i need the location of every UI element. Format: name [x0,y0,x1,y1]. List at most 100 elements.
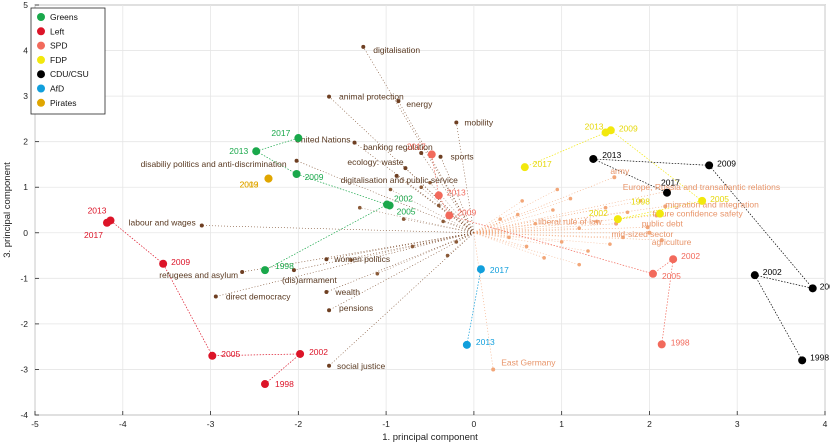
topic-label: (dis)armament [282,275,337,285]
party-year-label: 2013 [447,187,466,197]
x-tick-label: -1 [382,419,390,429]
topic-ray [443,221,474,234]
topic-ray [398,100,475,233]
party-year-label: 2013 [240,180,259,190]
topic-ray [473,190,669,234]
party-year-label: 2013 [88,205,107,215]
party-chain-segment [754,274,813,289]
topic-ray [473,232,494,370]
party-chain-segment [256,137,299,152]
x-tick-label: 0 [472,419,477,429]
topic-dot [551,208,555,212]
topic-ray [473,232,580,265]
topic-dot [542,256,546,260]
party-year-label: 1998 [275,379,294,389]
topic-dot [559,240,564,244]
topic-ray [377,232,475,275]
party-year-label: 2005 [397,206,416,216]
topic-dot [419,151,424,156]
party-chain-segment [431,154,440,196]
x-axis-title: 1. principal component [382,432,478,443]
party-labels: 1998200220052009201320171998200220052009… [84,122,830,389]
topic-ray [473,211,628,234]
topic-label: United Nations [295,135,351,145]
party-point [520,163,529,172]
y-tick-label: 4 [23,46,28,56]
topic-label: army [610,166,630,176]
party-year-label: 2005 [710,194,729,204]
party-point [434,191,443,200]
topic-dot [213,294,218,299]
party-year-label: 2017 [490,265,509,275]
party-year-label: 2005 [662,271,681,281]
topic-dot [533,221,538,226]
party-chain-segment [264,204,388,271]
x-tick-label: -4 [119,419,127,429]
topic-label: pensions [339,303,373,313]
topic-label: public debt [642,218,684,228]
legend: Greens Left SPD FDP CDU/CSU AfD Pirates [30,7,106,115]
topic-dot [586,249,590,253]
topic-dot [324,257,329,262]
topic-dot [491,367,496,372]
x-tick-label: -3 [207,419,215,429]
y-tick-label: -4 [20,410,28,420]
topic-ray [473,232,545,259]
party-point [252,147,261,156]
topic-dot [327,308,332,313]
x-tick-label: -2 [295,419,303,429]
topic-label: Europe, Russia and transatlantic relatio… [623,182,780,192]
topic-label: agriculture [652,237,692,247]
topic-dot [410,244,415,249]
topic-dot [291,268,296,273]
x-tick-label: 1 [559,419,564,429]
topic-ray [473,232,662,241]
topic-ray [242,232,474,273]
party-year-label: 2013 [585,122,604,132]
topic-ray [473,176,615,234]
topic-dot [498,217,503,221]
party-point [159,259,168,268]
topic-label: migration and integration [665,199,759,209]
grid [34,4,826,416]
topic-ray [473,227,648,234]
topic-dot [438,154,443,159]
legend-label: CDU/CSU [50,69,89,79]
legend-label: Left [50,26,65,36]
topic-dot [507,235,511,240]
party-year-label: 2005 [820,281,830,291]
topic-dot [294,158,299,163]
x-tick-label: 3 [735,419,740,429]
party-point [476,265,485,274]
topic-ray [473,198,571,234]
party-year-label: 2009 [240,180,259,190]
topic-ray [296,160,475,234]
y-tick-label: 1 [23,182,28,192]
legend-marker [37,27,45,36]
party-point [296,349,305,358]
legend-label: Pirates [50,98,76,108]
topic-label: social justice [337,361,385,371]
topic-ray [326,232,475,293]
party-year-label: 2002 [681,251,700,261]
party-year-label: 2017 [661,178,680,188]
party-chain-segment [617,213,661,220]
party-year-label: 2009 [305,172,324,182]
topic-dot [577,226,582,231]
topic-dot [357,205,362,210]
party-point [655,209,664,218]
topic-label: labour and wages [129,217,196,227]
topic-label: liberal rule of law [538,217,603,227]
party-point [462,340,471,349]
party-point [589,154,598,163]
topic-ray [473,200,523,234]
topic-ray [473,223,536,234]
y-tick-label: -2 [20,319,28,329]
topic-label: wealth [334,287,360,297]
topic-label: digitalisation and public service [341,175,458,185]
party-year-label: 2017 [407,141,426,151]
topic-dot [608,242,612,246]
y-tick-label: 5 [23,0,28,10]
party-year-label: 2002 [309,347,328,357]
